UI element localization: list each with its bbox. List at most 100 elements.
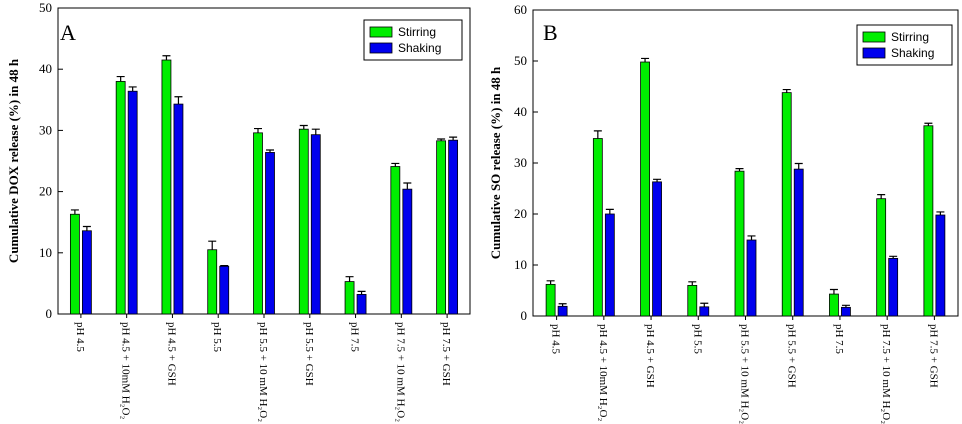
bar-stirring <box>390 166 401 315</box>
y-tick-label: 40 <box>39 61 52 76</box>
error-bar <box>391 162 400 167</box>
panel-a: A Cumulative DOX release (%) in 48 h 0 10… <box>6 0 471 422</box>
error-bar <box>700 302 709 307</box>
error-bar <box>794 162 803 170</box>
bar-stirring <box>734 170 745 317</box>
error-bar <box>782 88 791 93</box>
x-tick-label: pH 5.5 + GSH <box>786 324 798 388</box>
legend-label-stirring: Stirring <box>398 25 436 39</box>
legend: Stirring Shaking <box>856 24 953 66</box>
x-tick-label: pH 4.5 + GSH <box>165 322 177 386</box>
y-tick-label: 30 <box>39 122 52 137</box>
bar-shaking <box>310 134 321 315</box>
bar-stirring <box>640 61 650 317</box>
error-bar <box>546 280 555 285</box>
bar-stirring <box>69 213 80 315</box>
x-tick-label: pH 4.5 <box>550 324 562 354</box>
x-tick-label: pH 4.5 + 10mM H₂O₂ <box>597 324 609 421</box>
bar-shaking <box>81 230 92 315</box>
bar-shaking <box>746 239 757 317</box>
error-bar <box>605 208 614 214</box>
panel-label: B <box>543 20 558 45</box>
legend-swatch-stirring <box>369 26 393 38</box>
error-bar <box>558 303 567 307</box>
legend-swatch-shaking <box>862 47 886 59</box>
error-bar <box>593 130 602 139</box>
x-axis-labels: pH 4.5 pH 4.5 + 10mM H₂O₂ pH 4.5 + GSH pH 5… <box>550 324 940 424</box>
y-tick-label: 0 <box>46 306 53 321</box>
error-bar <box>641 57 650 63</box>
x-tick-label: pH 7.5 <box>833 324 845 354</box>
error-bar <box>128 86 137 92</box>
error-bar <box>437 138 446 141</box>
bar-stirring <box>876 198 887 317</box>
error-bar <box>116 75 125 82</box>
x-tick-label: pH 4.5 + 10mM H₂O₂ <box>120 322 132 419</box>
error-bar <box>254 127 262 133</box>
error-bar <box>299 124 308 130</box>
bars <box>69 55 459 318</box>
error-bar <box>688 281 697 286</box>
x-tick-label: pH 7.5 + GSH <box>927 324 939 388</box>
y-tick-label: 50 <box>514 53 527 68</box>
bar-stirring <box>923 125 934 317</box>
y-axis: 0 10 20 30 40 50 60 <box>514 2 538 323</box>
y-tick-label: 10 <box>39 245 52 260</box>
error-bar <box>449 136 458 141</box>
bar-shaking <box>402 188 413 315</box>
bar-shaking <box>173 103 184 315</box>
x-tick-label: pH 7.5 + GSH <box>440 322 452 386</box>
error-bar <box>924 122 933 126</box>
bar-shaking <box>127 90 138 315</box>
x-tick-label: pH 4.5 <box>74 322 86 352</box>
error-bar <box>889 255 898 259</box>
error-bar <box>208 240 217 250</box>
error-bar <box>311 128 320 135</box>
error-bar <box>735 168 744 172</box>
y-tick-label: 60 <box>514 2 527 17</box>
bar-shaking <box>841 306 851 317</box>
legend-label-shaking: Shaking <box>398 41 441 55</box>
y-tick-label: 20 <box>39 184 52 199</box>
bar-stirring <box>344 281 355 315</box>
y-axis-label: Cumulative SO release (%) in 48 h <box>488 66 503 259</box>
y-axis: 0 10 20 30 40 50 <box>39 0 63 321</box>
legend-label-stirring: Stirring <box>891 30 929 44</box>
bar-shaking <box>652 181 662 317</box>
bar-stirring <box>545 283 556 317</box>
bar-shaking <box>888 257 899 317</box>
legend-swatch-stirring <box>862 31 886 43</box>
error-bar <box>70 209 79 215</box>
bar-shaking <box>219 265 230 315</box>
error-bar <box>345 276 354 282</box>
error-bar <box>877 194 886 199</box>
x-tick-label: pH 5.5 <box>691 324 703 354</box>
x-tick-label: pH 5.5 + 10 mM H₂O₂ <box>257 322 269 422</box>
y-tick-label: 40 <box>514 104 527 119</box>
bar-stirring <box>781 92 792 317</box>
error-bar <box>162 55 171 61</box>
legend-swatch-shaking <box>369 42 393 54</box>
bar-shaking <box>604 213 615 317</box>
x-tick-label: pH 7.5 <box>349 322 361 352</box>
error-bar <box>829 288 838 295</box>
error-bar <box>174 96 183 105</box>
bar-stirring <box>829 293 839 317</box>
y-tick-label: 30 <box>514 155 527 170</box>
panel-label: A <box>60 20 76 45</box>
y-tick-label: 20 <box>514 206 527 221</box>
bar-stirring <box>207 249 218 315</box>
x-tick-label: pH 5.5 <box>211 322 223 352</box>
bar-shaking <box>448 139 459 315</box>
x-tick-label: pH 7.5 + 10 mM H₂O₂ <box>394 322 406 422</box>
x-tick-label: pH 5.5 + 10 mM H₂O₂ <box>739 324 751 424</box>
bar-stirring <box>253 132 263 315</box>
bar-shaking <box>699 306 710 317</box>
x-tick-label: pH 4.5 + GSH <box>644 324 656 388</box>
bar-stirring <box>161 59 172 315</box>
bar-shaking <box>265 152 275 315</box>
panel-b: B Cumulative SO release (%) in 48 h 0 10 2… <box>488 2 959 424</box>
x-tick-label: pH 5.5 + GSH <box>303 322 315 386</box>
bar-stirring <box>592 138 603 317</box>
